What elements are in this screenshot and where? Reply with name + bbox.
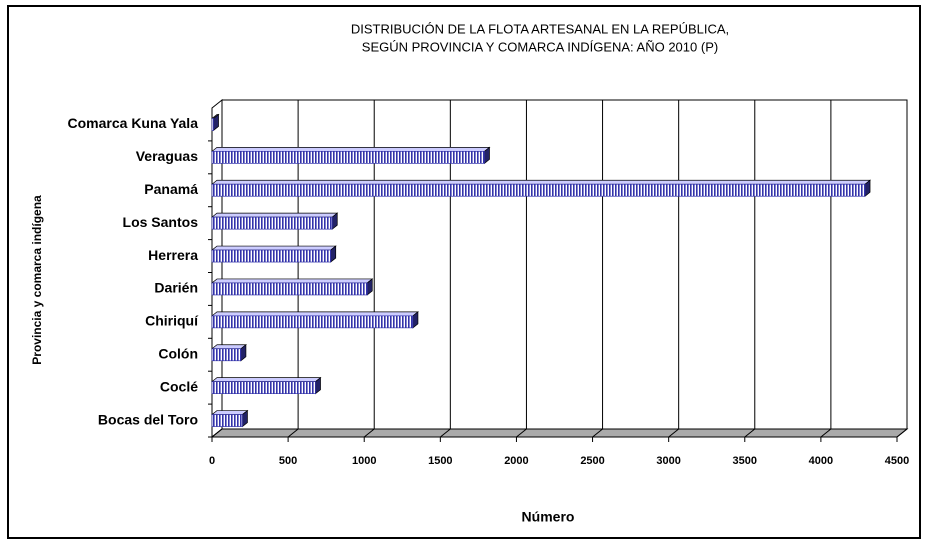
bar bbox=[211, 216, 333, 230]
bar-top bbox=[211, 179, 872, 185]
floor bbox=[210, 428, 909, 438]
bar-top bbox=[211, 377, 322, 382]
chart-title: DISTRIBUCIÓN DE LA FLOTA ARTESANAL EN LA… bbox=[351, 21, 729, 36]
y-tick-label: Los Santos bbox=[123, 214, 199, 230]
y-tick-label: Chiriquí bbox=[145, 313, 199, 329]
floor-line bbox=[896, 428, 908, 438]
x-axis-label: Número bbox=[522, 509, 575, 525]
x-tick-label: 500 bbox=[279, 455, 297, 467]
bar-top bbox=[211, 147, 491, 152]
y-tick-label: Darién bbox=[154, 280, 198, 296]
bar-top bbox=[211, 245, 337, 251]
bar bbox=[211, 381, 316, 394]
bar-top bbox=[211, 212, 339, 218]
bar bbox=[211, 249, 332, 263]
x-tick-label: 3500 bbox=[733, 455, 757, 467]
floor-line bbox=[820, 428, 832, 438]
y-tick-label: Coclé bbox=[160, 378, 198, 394]
x-tick-label: 1500 bbox=[428, 455, 452, 467]
bar bbox=[211, 315, 414, 329]
bar bbox=[211, 151, 485, 164]
y-tick-label: Colón bbox=[158, 345, 198, 361]
bar bbox=[211, 183, 866, 197]
floor-line bbox=[744, 428, 756, 438]
x-tick-label: 2000 bbox=[504, 455, 528, 467]
bar bbox=[211, 282, 368, 296]
x-tick-label: 1000 bbox=[352, 455, 376, 467]
x-tick-label: 2500 bbox=[580, 455, 604, 467]
floor-line bbox=[287, 428, 299, 438]
floor-line bbox=[668, 428, 679, 438]
x-tick-label: 0 bbox=[209, 455, 215, 467]
floor-line bbox=[516, 428, 527, 438]
floor-line bbox=[592, 428, 603, 438]
x-tick-label: 3000 bbox=[656, 455, 680, 467]
y-tick-label: Comarca Kuna Yala bbox=[68, 115, 199, 131]
x-tick-label: 4500 bbox=[885, 455, 909, 467]
y-tick-label: Bocas del Toro bbox=[98, 411, 198, 427]
bar bbox=[211, 348, 242, 362]
bar-top bbox=[211, 311, 419, 317]
chart-title: SEGÚN PROVINCIA Y COMARCA INDÍGENA: AÑO … bbox=[362, 39, 718, 54]
y-axis-label: Provincia y comarca indígena bbox=[30, 195, 44, 365]
y-tick-label: Herrera bbox=[148, 247, 198, 263]
bar-top bbox=[211, 344, 247, 350]
bar-top bbox=[211, 410, 249, 415]
bar bbox=[211, 414, 243, 427]
x-tick-label: 4000 bbox=[809, 455, 833, 467]
y-tick-label: Veraguas bbox=[136, 148, 198, 164]
floor-line bbox=[440, 428, 451, 438]
bar-top bbox=[211, 278, 374, 284]
floor-line bbox=[211, 428, 223, 438]
bar bbox=[211, 118, 214, 131]
y-tick-label: Panamá bbox=[144, 181, 198, 197]
floor-line bbox=[363, 428, 375, 438]
